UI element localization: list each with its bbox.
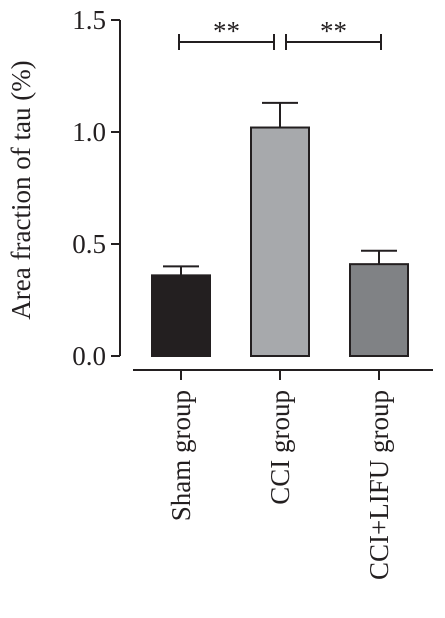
y-tick-label: 0.5 [72,229,106,259]
x-tick-label: Sham group [166,390,196,521]
significance-brackets: ** ** [178,16,382,50]
bar [349,263,409,357]
y-tick-label: 1.0 [72,117,106,147]
x-tick-label: CCI+LIFU group [364,390,394,580]
significance-label: ** [320,16,347,46]
y-ticks: 0.0 0.5 1.0 1.5 [72,5,120,371]
error-bars [163,101,397,276]
x-ticks: Sham group CCI group CCI+LIFU group [166,370,394,580]
bar [250,126,310,357]
axes [119,20,433,371]
x-tick-label: CCI group [265,390,295,505]
y-tick-label: 0.0 [72,341,106,371]
y-axis-label: Area fraction of tau (%) [6,60,36,319]
bar [151,274,211,357]
significance-label: ** [213,16,240,46]
bars [151,126,409,357]
y-tick-label: 1.5 [72,5,106,35]
